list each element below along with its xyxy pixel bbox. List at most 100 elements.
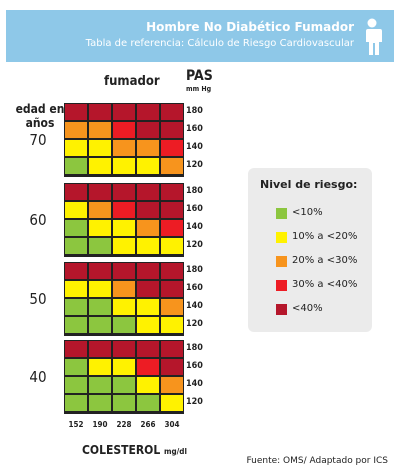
risk-cell: [113, 281, 135, 297]
risk-cell: [113, 122, 135, 138]
legend-swatch: [276, 304, 287, 315]
risk-cell: [65, 104, 87, 120]
risk-cell: [65, 341, 87, 357]
risk-cell: [137, 395, 159, 411]
bp-tick-label: 120: [186, 240, 203, 250]
risk-cell: [113, 299, 135, 315]
bp-tick-label: 140: [186, 142, 203, 152]
risk-cell: [89, 359, 111, 375]
risk-cell: [137, 202, 159, 218]
risk-cell: [113, 220, 135, 236]
age-block-40: [64, 340, 184, 414]
age-label: 60: [29, 211, 47, 229]
risk-cell: [65, 122, 87, 138]
cholesterol-tick-label: 190: [92, 420, 108, 429]
risk-cell: [113, 317, 135, 333]
bp-tick-label: 160: [186, 283, 203, 293]
cholesterol-tick-label: 152: [68, 420, 84, 429]
risk-cell: [89, 158, 111, 174]
age-label: 40: [29, 368, 47, 386]
risk-cell: [65, 299, 87, 315]
risk-cell: [161, 341, 183, 357]
risk-cell: [89, 377, 111, 393]
risk-cell: [113, 238, 135, 254]
risk-cell: [113, 395, 135, 411]
cholesterol-title: COLESTEROL: [82, 443, 161, 457]
risk-cell: [113, 140, 135, 156]
legend-title: Nivel de riesgo:: [260, 178, 358, 191]
risk-cell: [113, 341, 135, 357]
risk-cell: [113, 263, 135, 279]
chart-title: Hombre No Diabético Fumador: [146, 20, 354, 34]
risk-cell: [113, 184, 135, 200]
risk-cell: [137, 140, 159, 156]
legend-label: 30% a <40%: [292, 279, 358, 290]
legend-label: <40%: [292, 303, 323, 314]
legend: Nivel de riesgo: <10% 10% a <20% 20% a <30…: [248, 168, 372, 332]
risk-cell: [89, 299, 111, 315]
age-block-50: [64, 262, 184, 336]
risk-cell: [161, 202, 183, 218]
bp-tick-label: 160: [186, 361, 203, 371]
risk-cell: [65, 263, 87, 279]
risk-cell: [137, 317, 159, 333]
risk-cell: [137, 281, 159, 297]
person-icon: [364, 18, 382, 55]
risk-cell: [161, 263, 183, 279]
risk-cell: [161, 317, 183, 333]
risk-cell: [161, 220, 183, 236]
risk-cell: [137, 122, 159, 138]
bp-tick-label: 180: [186, 106, 203, 116]
cholesterol-tick-label: 304: [164, 420, 180, 429]
cholesterol-tick-label: 266: [140, 420, 156, 429]
bp-unit: mm Hg: [186, 85, 212, 93]
legend-label: <10%: [292, 207, 323, 218]
risk-cell: [161, 395, 183, 411]
risk-cell: [65, 377, 87, 393]
risk-cell: [113, 377, 135, 393]
risk-cell: [89, 104, 111, 120]
risk-cell: [65, 220, 87, 236]
bp-tick-label: 160: [186, 204, 203, 214]
risk-cell: [113, 104, 135, 120]
risk-cell: [89, 395, 111, 411]
risk-cell: [137, 377, 159, 393]
legend-label: 10% a <20%: [292, 231, 358, 242]
column-title: fumador: [104, 74, 160, 89]
risk-cell: [137, 359, 159, 375]
age-label: 70: [29, 131, 47, 149]
bp-title: PAS: [186, 68, 213, 84]
risk-cell: [161, 281, 183, 297]
bp-tick-label: 140: [186, 301, 203, 311]
risk-cell: [89, 317, 111, 333]
risk-cell: [161, 104, 183, 120]
risk-cell: [65, 395, 87, 411]
risk-cell: [89, 184, 111, 200]
risk-cell: [161, 184, 183, 200]
risk-cell: [89, 281, 111, 297]
age-block-60: [64, 183, 184, 257]
risk-cell: [137, 220, 159, 236]
risk-cell: [137, 263, 159, 279]
risk-cell: [113, 359, 135, 375]
header-banner: Hombre No Diabético Fumador Tabla de ref…: [6, 10, 394, 62]
risk-cell: [161, 238, 183, 254]
risk-cell: [89, 202, 111, 218]
risk-cell: [161, 140, 183, 156]
risk-cell: [65, 281, 87, 297]
bp-tick-label: 180: [186, 186, 203, 196]
age-block-70: [64, 103, 184, 177]
risk-cell: [65, 359, 87, 375]
risk-cell: [137, 104, 159, 120]
risk-cell: [137, 184, 159, 200]
risk-cell: [113, 158, 135, 174]
risk-cell: [137, 341, 159, 357]
age-axis-title: edad en años: [15, 102, 65, 130]
bp-tick-label: 180: [186, 343, 203, 353]
risk-cell: [89, 263, 111, 279]
risk-cell: [137, 299, 159, 315]
risk-cell: [161, 299, 183, 315]
bp-tick-label: 120: [186, 160, 203, 170]
risk-cell: [65, 317, 87, 333]
bp-tick-label: 140: [186, 379, 203, 389]
